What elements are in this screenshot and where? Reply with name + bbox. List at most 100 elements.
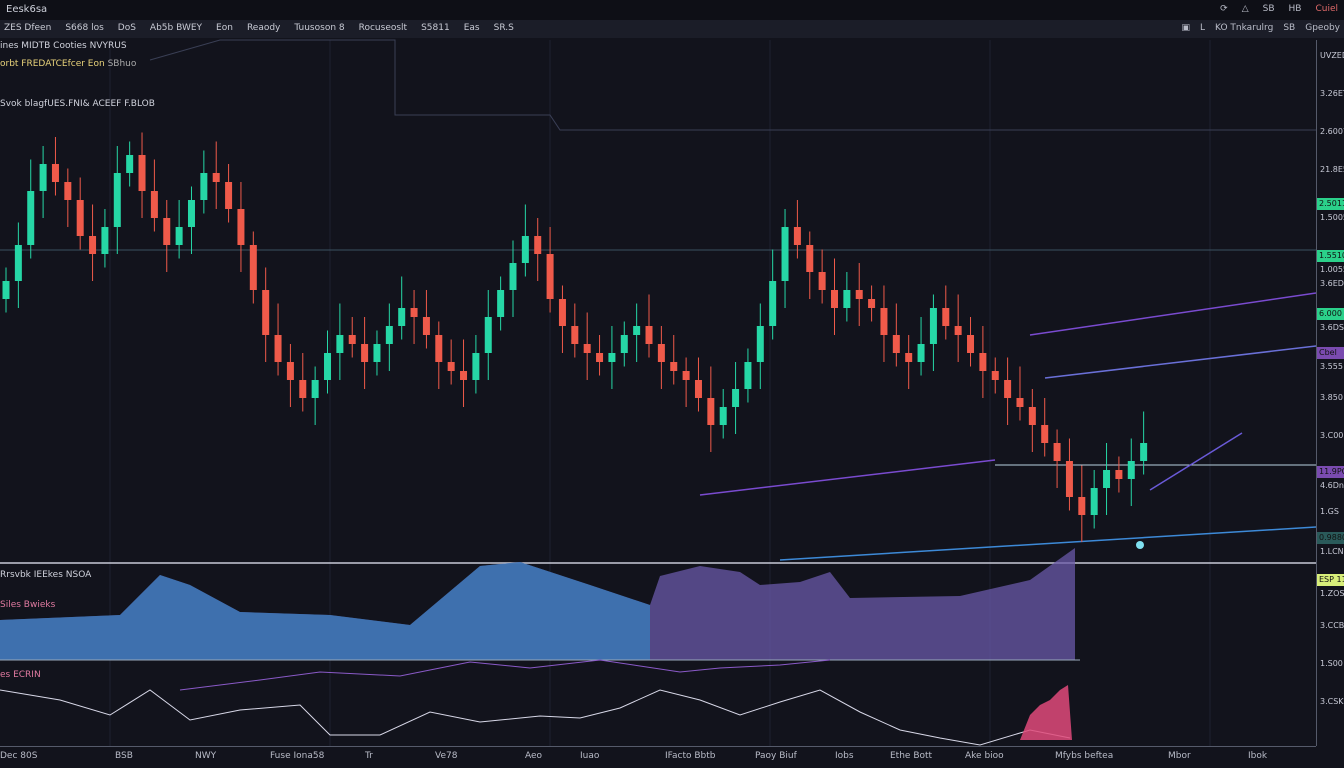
candle-body <box>781 227 789 281</box>
candle-body <box>892 335 900 353</box>
price-tick: 4.6Dn <box>1320 481 1344 490</box>
time-tick: Mfybs beftea <box>1055 751 1114 761</box>
trading-button[interactable]: KO Tnkarulrg <box>1215 23 1274 33</box>
candle-body <box>101 227 109 254</box>
indicator-area <box>0 562 650 660</box>
legend-symbol: orbt FREDATCEfcer Eon <box>0 59 105 69</box>
ma-line <box>149 39 1316 131</box>
candle-body <box>1103 470 1111 488</box>
candle-body <box>806 245 814 272</box>
price-badge: 0.9880 <box>1317 532 1344 544</box>
toolbar-item[interactable]: S5811 <box>421 23 450 33</box>
candle-body <box>150 191 158 218</box>
toolbar-item[interactable]: Reaody <box>246 23 281 33</box>
indicator-legend: Rrsvbk IEEkes NSOA <box>0 570 92 580</box>
candle-body <box>657 344 665 362</box>
candle-body <box>1090 488 1098 515</box>
time-axis[interactable]: Dec 80S BSB NWY Fuse Iona58 Tr Ve78 Aeo Iuao IFa… <box>0 746 1316 768</box>
toolbar-item[interactable]: Tuusoson 8 <box>294 23 345 33</box>
candle-body <box>694 380 702 398</box>
window-title: Eesk6sa <box>0 0 1344 20</box>
candle-body <box>670 362 678 371</box>
price-tick: 2.6007 <box>1320 127 1344 136</box>
candle-body <box>385 326 393 344</box>
toolbar-item[interactable]: Eas <box>463 23 480 33</box>
candle-body <box>633 326 641 335</box>
candle-body <box>472 353 480 380</box>
toolbar-item[interactable]: Eon <box>216 23 233 33</box>
time-tick: BSB <box>115 751 133 761</box>
candle-body <box>571 326 579 344</box>
price-tick: 3.26ET <box>1320 89 1344 98</box>
toolbar-item[interactable]: DoS <box>117 23 136 33</box>
candle-body <box>1115 470 1123 479</box>
trend-line <box>1149 432 1243 491</box>
candle-body <box>324 353 332 380</box>
price-chart[interactable] <box>0 0 1316 746</box>
candle-body <box>361 344 369 362</box>
time-tick: Aeo <box>525 751 543 761</box>
time-tick: Iuao <box>580 751 600 761</box>
candle-body <box>929 308 937 344</box>
candle-body <box>497 290 505 317</box>
price-badge: Cbel <box>1317 347 1344 359</box>
candle-body <box>682 371 690 380</box>
legend-value: SBhuo <box>107 59 137 69</box>
toolbar-item[interactable]: Ab5b BWEY <box>149 23 203 33</box>
candle-body <box>212 173 220 182</box>
candle-body <box>175 227 183 245</box>
refresh-icon[interactable]: ⟳ <box>1220 4 1228 14</box>
price-tick: 3.6DS <box>1320 323 1344 332</box>
candle-body <box>14 245 22 281</box>
candle-body <box>89 236 97 254</box>
candle-body <box>373 344 381 362</box>
candle-body <box>286 362 294 380</box>
price-tick: 1.5005 <box>1320 213 1344 222</box>
time-tick: IFacto Bbtb <box>665 751 716 761</box>
alert-icon[interactable]: △ <box>1241 4 1249 14</box>
toolbar-item[interactable]: SB <box>1283 23 1296 33</box>
toolbar-item[interactable]: SR.S <box>493 23 514 33</box>
legend-line: ines MIDTB Cooties NVYRUS <box>0 41 127 51</box>
candle-body <box>769 281 777 326</box>
indicator-legend: es ECRIN <box>0 670 41 680</box>
price-badge: 11.9PCA <box>1317 466 1344 478</box>
candle-body <box>855 290 863 299</box>
layout-button[interactable]: L <box>1200 23 1206 33</box>
histogram <box>1020 685 1072 740</box>
toolbar-item[interactable]: S668 los <box>65 23 104 33</box>
toolbar-item[interactable]: Rocuseoslt <box>358 23 408 33</box>
candle-body <box>237 209 245 245</box>
candle-body <box>521 236 529 263</box>
price-tick: 1.0055 <box>1320 265 1344 274</box>
publish-button[interactable]: Gpeoby <box>1305 23 1340 33</box>
candle-body <box>51 164 59 182</box>
window-controls: ⟳ △ SB HB Cuiel <box>1220 4 1338 14</box>
candle-body <box>719 407 727 425</box>
toolbar-right: ▣ L KO Tnkarulrg SB Gpeoby <box>1182 23 1341 33</box>
candle-body <box>138 155 146 191</box>
candle-body <box>868 299 876 308</box>
candle-body <box>484 317 492 353</box>
time-tick: Paoy Biuf <box>755 751 797 761</box>
candle-body <box>1140 443 1148 461</box>
price-tick: 1.GS <box>1320 507 1339 516</box>
toolbar-item[interactable]: ZES Dfeen <box>4 23 52 33</box>
price-badge: 6.000 <box>1317 308 1344 320</box>
time-tick: Tr <box>365 751 373 761</box>
trend-line <box>779 526 1316 561</box>
toolbar: ZES Dfeen S668 los DoS Ab5b BWEY Eon Rea… <box>0 20 1344 38</box>
time-tick: Fuse Iona58 <box>270 751 325 761</box>
time-tick: Iobs <box>835 751 854 761</box>
candle-body <box>1041 425 1049 443</box>
screenshot-icon[interactable]: ▣ <box>1181 23 1191 33</box>
candle-body <box>707 398 715 425</box>
candle-body <box>1028 407 1036 425</box>
account-button[interactable]: Cuiel <box>1315 4 1338 14</box>
top-button[interactable]: SB <box>1262 4 1275 14</box>
candle-body <box>793 227 801 245</box>
time-tick: Ibok <box>1248 751 1268 761</box>
candle-body <box>880 308 888 335</box>
top-button[interactable]: HB <box>1288 4 1302 14</box>
